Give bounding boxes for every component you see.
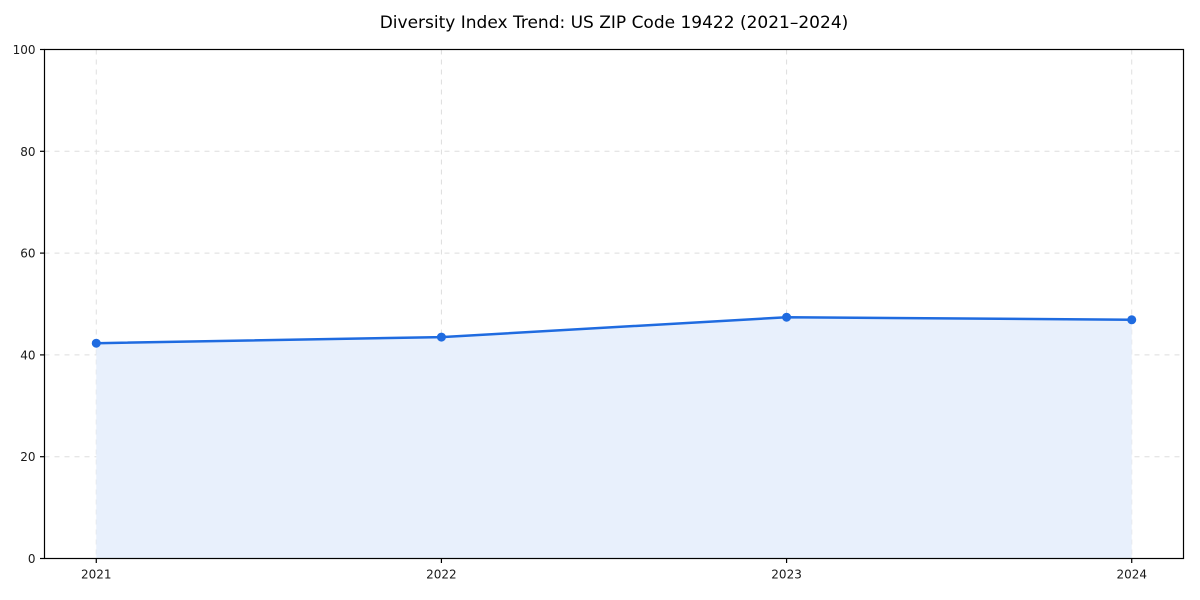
x-tick-label: 2021 — [81, 568, 112, 582]
x-tick-label: 2022 — [426, 568, 457, 582]
y-tick-label: 80 — [20, 145, 35, 159]
x-tick-label: 2024 — [1116, 568, 1147, 582]
plot-border — [43, 48, 1185, 560]
area-fill — [96, 317, 1132, 559]
y-tick-label: 0 — [28, 552, 36, 566]
y-tick-label: 60 — [20, 247, 35, 261]
trend-line — [95, 315, 1133, 345]
chart-title: Diversity Index Trend: US ZIP Code 19422… — [379, 13, 849, 33]
data-point — [1127, 315, 1137, 325]
data-point — [436, 332, 446, 342]
x-tick-label: 2023 — [771, 568, 802, 582]
data-point — [91, 338, 101, 348]
y-tick-label: 100 — [13, 43, 36, 57]
y-tick-label: 20 — [20, 450, 35, 464]
data-point — [782, 312, 792, 322]
y-tick-label: 40 — [20, 348, 35, 362]
